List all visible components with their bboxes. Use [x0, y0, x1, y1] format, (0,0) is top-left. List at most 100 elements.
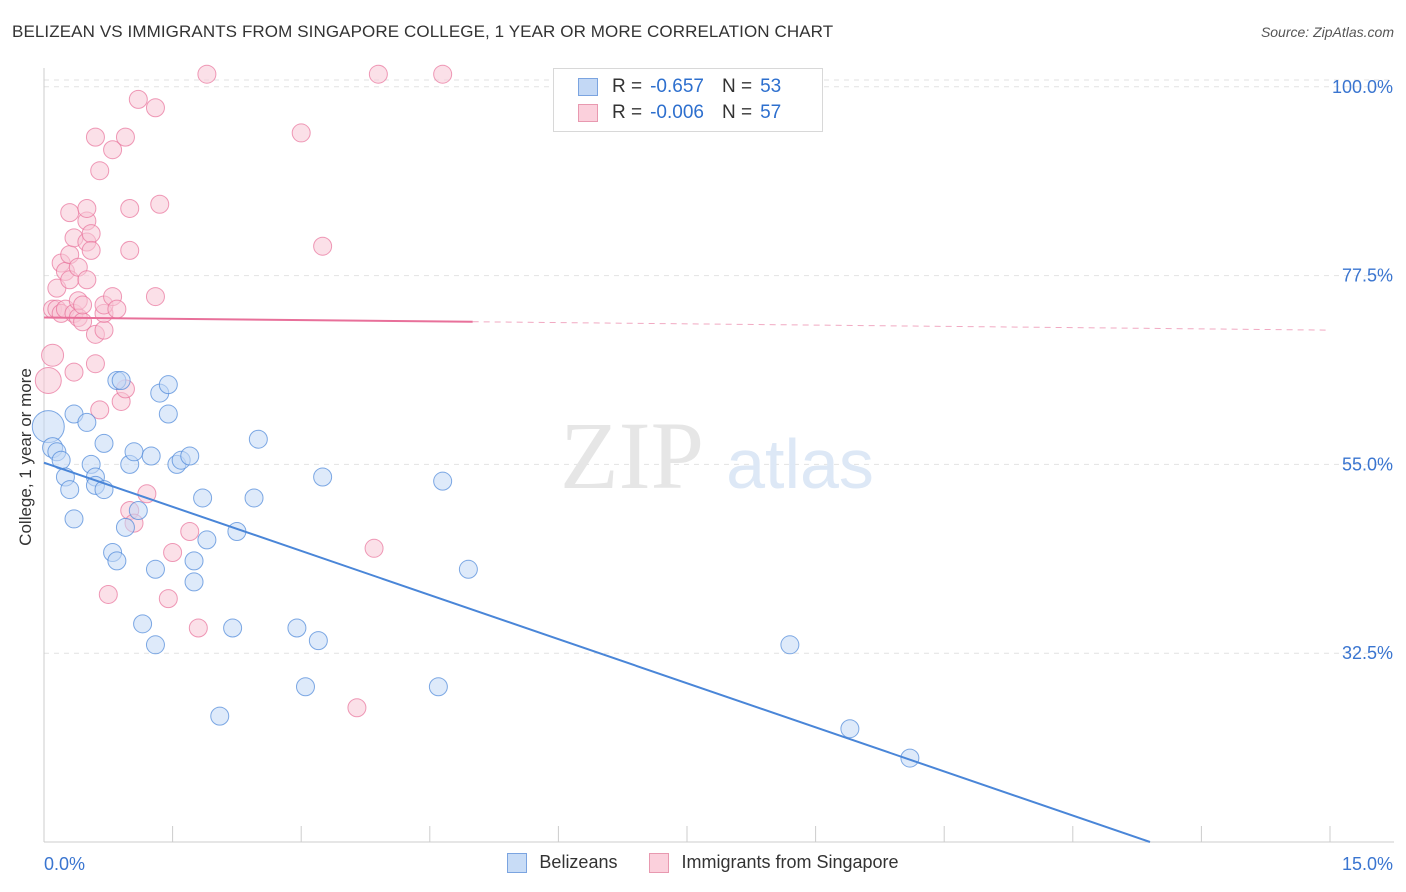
data-point	[197, 64, 217, 84]
legend-swatch-singapore	[649, 852, 670, 873]
data-point	[180, 446, 200, 466]
data-point	[158, 404, 178, 424]
data-point	[433, 471, 453, 491]
legend-n-label: N =	[721, 102, 753, 123]
data-point	[128, 89, 148, 109]
data-point	[458, 559, 478, 579]
axes	[43, 68, 1394, 843]
legend-r-label: R =	[612, 76, 643, 97]
legend-label-belizeans: Belizeans	[539, 852, 618, 872]
data-point	[364, 538, 384, 558]
data-point	[115, 127, 135, 147]
data-point	[103, 140, 123, 160]
data-point	[133, 614, 153, 634]
legend-r-value: -0.006	[650, 102, 704, 123]
watermark-atlas: atlas	[726, 425, 874, 503]
data-point	[150, 194, 170, 214]
data-point	[158, 589, 178, 609]
data-point	[85, 127, 105, 147]
data-point	[287, 618, 307, 638]
trend-line-solid	[43, 316, 473, 323]
data-point	[248, 429, 268, 449]
legend-swatch-pink	[578, 104, 598, 122]
data-point	[128, 501, 148, 521]
data-point	[158, 375, 178, 395]
data-point	[107, 299, 127, 319]
watermark-zip: ZIP	[560, 402, 704, 509]
data-point	[111, 370, 131, 390]
legend-n-value: 53	[760, 76, 782, 97]
x-tick-label: 0.0%	[44, 854, 85, 874]
data-point	[90, 400, 110, 420]
data-point	[81, 224, 101, 244]
trend-line-solid	[43, 461, 1151, 843]
data-point	[31, 410, 65, 444]
chart-title: BELIZEAN VS IMMIGRANTS FROM SINGAPORE CO…	[12, 22, 834, 41]
data-point	[77, 270, 97, 290]
data-point	[85, 354, 105, 374]
data-point	[145, 635, 165, 655]
data-point	[428, 677, 448, 697]
data-point	[120, 198, 140, 218]
data-point	[180, 522, 200, 542]
data-point	[347, 698, 367, 718]
data-point	[780, 635, 800, 655]
legend-swatch-blue	[578, 78, 598, 96]
data-point	[244, 488, 264, 508]
y-tick-label: 55.0%	[1342, 454, 1393, 474]
y-tick-label: 32.5%	[1342, 643, 1393, 663]
data-point	[60, 203, 80, 223]
data-point	[77, 412, 97, 432]
trend-line-dashed	[472, 321, 1331, 331]
data-point	[64, 362, 84, 382]
series-singapore	[34, 64, 453, 718]
stats-legend: R = -0.657 N = 53 R = -0.006 N = 57	[553, 68, 823, 132]
data-point	[368, 64, 388, 84]
data-point	[193, 488, 213, 508]
legend-n-label: N =	[721, 76, 753, 97]
data-point	[210, 706, 230, 726]
data-point	[184, 572, 204, 592]
data-point	[64, 509, 84, 529]
data-point	[141, 446, 161, 466]
data-point	[90, 161, 110, 181]
data-point	[73, 295, 93, 315]
data-point	[900, 748, 920, 768]
legend-item-singapore[interactable]: Immigrants from Singapore	[649, 852, 899, 873]
watermark: ZIP atlas	[560, 402, 874, 509]
series-legend: Belizeans Immigrants from Singapore	[0, 852, 1406, 873]
data-point	[77, 198, 97, 218]
data-point	[313, 236, 333, 256]
x-tick-label: 15.0%	[1342, 854, 1393, 874]
tick-labels: 32.5% 55.0% 77.5% 100.0% 0.0% 15.0%	[44, 77, 1393, 874]
data-point	[188, 618, 208, 638]
legend-row-singapore: R = -0.006 N = 57	[578, 101, 781, 125]
data-point	[124, 442, 144, 462]
data-point	[840, 719, 860, 739]
data-point	[115, 517, 135, 537]
data-point	[145, 98, 165, 118]
data-point	[137, 484, 157, 504]
y-tick-label: 77.5%	[1342, 266, 1393, 286]
legend-row-belizeans: R = -0.657 N = 53	[578, 75, 781, 99]
y-tick-label: 100.0%	[1332, 77, 1393, 97]
data-point	[98, 584, 118, 604]
trend-lines	[43, 316, 1331, 843]
data-point	[120, 240, 140, 260]
data-point	[295, 677, 315, 697]
data-point	[145, 287, 165, 307]
data-point	[163, 543, 183, 562]
data-point	[94, 320, 114, 340]
data-point	[223, 618, 243, 638]
data-point	[197, 530, 217, 550]
legend-item-belizeans[interactable]: Belizeans	[507, 852, 617, 873]
data-point	[81, 240, 101, 260]
data-point	[184, 551, 204, 571]
data-point	[107, 551, 127, 571]
data-point	[60, 480, 80, 500]
source-label: Source: ZipAtlas.com	[1260, 24, 1394, 40]
legend-label-singapore: Immigrants from Singapore	[681, 852, 899, 872]
legend-r-value: -0.657	[650, 76, 704, 97]
data-point	[308, 631, 328, 651]
